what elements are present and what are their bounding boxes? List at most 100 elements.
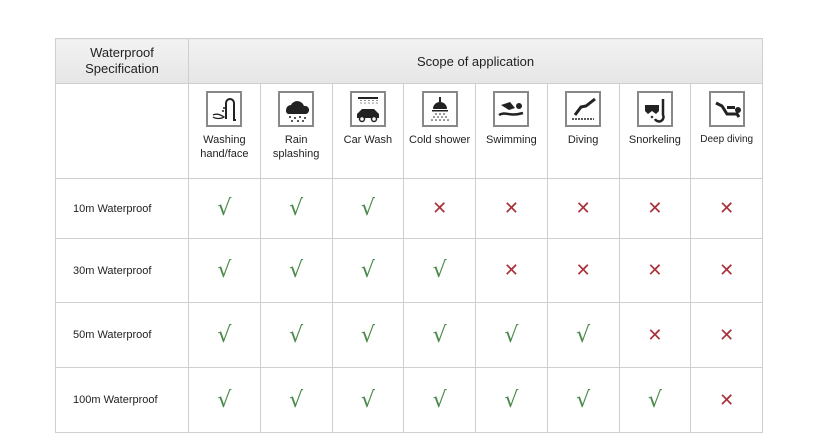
cross-icon: ✕ [432, 198, 448, 219]
row-label: 10m Waterproof [55, 178, 189, 239]
cross-icon: ✕ [575, 260, 591, 281]
diver-icon [565, 91, 602, 127]
table-row: 10m Waterproof √ √ √ ✕ ✕ ✕ ✕ ✕ [55, 178, 764, 239]
cell: √ [259, 302, 333, 368]
cell: √ [188, 367, 261, 433]
spec-header: Waterproof Specification [55, 38, 189, 84]
cross-icon: ✕ [719, 324, 735, 346]
scuba-diver-icon [708, 91, 745, 127]
activity-label: Snorkeling [628, 134, 681, 146]
cell: √ [403, 302, 476, 368]
cell: √ [188, 238, 261, 303]
scope-header: Scope of application [187, 38, 764, 84]
cell: √ [259, 367, 333, 433]
cross-icon: ✕ [575, 198, 591, 219]
cross-icon: ✕ [719, 389, 735, 411]
table-row: 30m Waterproof √ √ √ √ ✕ ✕ ✕ ✕ [55, 238, 764, 303]
cell: ✕ [475, 238, 548, 303]
cell: ✕ [690, 302, 764, 368]
cell: √ [188, 178, 261, 239]
cell: ✕ [690, 178, 764, 239]
activity-snorkeling: Snorkeling [618, 83, 692, 179]
check-icon: √ [289, 258, 304, 283]
activity-rain-splashing: Rain splashing [259, 83, 333, 179]
cross-icon: ✕ [503, 260, 519, 281]
check-icon: √ [289, 387, 304, 413]
check-icon: √ [360, 196, 375, 221]
check-icon: √ [432, 258, 447, 283]
check-icon: √ [432, 322, 447, 348]
check-icon: √ [647, 387, 662, 413]
cell: √ [618, 367, 692, 433]
activity-label: Deep diving [700, 134, 754, 145]
row-label: 50m Waterproof [55, 302, 189, 368]
cross-icon: ✕ [719, 198, 735, 219]
row-label: 30m Waterproof [55, 238, 189, 303]
car-wash-icon [349, 91, 386, 127]
check-icon: √ [576, 322, 591, 348]
check-icon: √ [360, 387, 375, 413]
cell: ✕ [618, 238, 692, 303]
activity-cold-shower: Cold shower [403, 83, 476, 179]
activity-label: Rain splashing [272, 134, 320, 160]
check-icon: √ [576, 387, 591, 413]
cross-icon: ✕ [647, 324, 663, 346]
cell: ✕ [546, 178, 620, 239]
check-icon: √ [217, 322, 232, 348]
activity-label: Cold shower [409, 134, 471, 146]
cell: √ [259, 238, 333, 303]
check-icon: √ [360, 322, 375, 348]
cell: √ [331, 238, 405, 303]
snorkel-mask-icon [636, 91, 673, 127]
cell: √ [475, 367, 548, 433]
cell: √ [259, 178, 333, 239]
check-icon: √ [289, 196, 304, 221]
table-row: 100m Waterproof √ √ √ √ √ √ √ ✕ [55, 367, 764, 433]
cross-icon: ✕ [719, 260, 735, 281]
table-row: 50m Waterproof √ √ √ √ √ √ ✕ ✕ [55, 302, 764, 368]
cell: ✕ [475, 178, 548, 239]
activity-label: Car Wash [343, 134, 393, 146]
cell: ✕ [546, 238, 620, 303]
check-icon: √ [432, 387, 447, 413]
activity-washing-hand-face: Washing hand/face [188, 83, 261, 179]
cell: ✕ [618, 302, 692, 368]
row-label: 100m Waterproof [55, 367, 189, 433]
cell: √ [188, 302, 261, 368]
check-icon: √ [289, 322, 304, 348]
check-icon: √ [217, 196, 232, 221]
cell: √ [475, 302, 548, 368]
cell: ✕ [690, 238, 764, 303]
swimmer-icon [493, 91, 530, 127]
activity-swimming: Swimming [475, 83, 548, 179]
activity-label: Diving [567, 134, 599, 146]
activity-car-wash: Car Wash [331, 83, 405, 179]
check-icon: √ [217, 387, 232, 413]
cell: ✕ [618, 178, 692, 239]
rain-cloud-icon [278, 91, 315, 127]
cell: √ [331, 178, 405, 239]
cell: √ [331, 367, 405, 433]
waterproof-table: Waterproof Specification Scope of applic… [55, 38, 764, 433]
faucet-hand-icon [206, 91, 243, 127]
cell: √ [546, 302, 620, 368]
cross-icon: ✕ [503, 198, 519, 219]
cell: √ [331, 302, 405, 368]
check-icon: √ [504, 322, 519, 348]
cell: √ [403, 367, 476, 433]
shower-icon [421, 91, 458, 127]
cell: ✕ [403, 178, 476, 239]
activity-diving: Diving [546, 83, 620, 179]
activity-deep-diving: Deep diving [690, 83, 764, 179]
check-icon: √ [360, 258, 375, 283]
cross-icon: ✕ [647, 260, 663, 281]
cross-icon: ✕ [647, 198, 663, 219]
cell: √ [403, 238, 476, 303]
empty-cell [55, 83, 189, 179]
activity-label: Swimming [486, 134, 537, 146]
cell: √ [546, 367, 620, 433]
check-icon: √ [217, 258, 232, 283]
cell: ✕ [690, 367, 764, 433]
check-icon: √ [504, 387, 519, 413]
activity-label: Washing hand/face [200, 134, 249, 160]
